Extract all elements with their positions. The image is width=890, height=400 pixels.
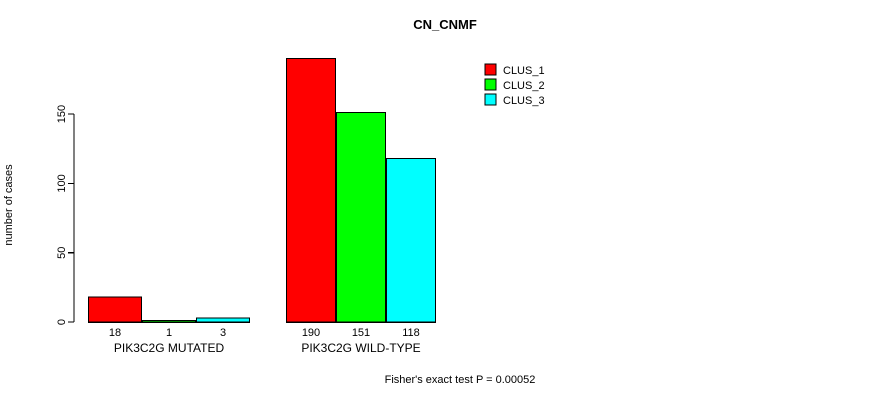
legend-swatch bbox=[484, 93, 497, 106]
bar-value-label: 18 bbox=[109, 327, 121, 339]
bar-value-label: 3 bbox=[220, 327, 226, 339]
bar-value-label: 1 bbox=[166, 327, 172, 339]
bar-clus_1 bbox=[88, 296, 142, 323]
chart-title: CN_CNMF bbox=[413, 17, 477, 32]
group-axis-label: PIK3C2G WILD-TYPE bbox=[301, 341, 420, 355]
bar-clus_1 bbox=[286, 58, 336, 323]
legend-label: CLUS_1 bbox=[503, 65, 545, 77]
group-axis-label: PIK3C2G MUTATED bbox=[114, 341, 225, 355]
bar-clus_3 bbox=[386, 157, 436, 323]
y-axis: 150 100 50 0 bbox=[56, 105, 75, 325]
bar-clus_2 bbox=[142, 320, 196, 323]
bar-value-label: 118 bbox=[402, 327, 420, 339]
y-axis-tick-label: 100 bbox=[56, 174, 68, 192]
y-axis-tick-label: 50 bbox=[56, 247, 68, 259]
bar-groups: 18 1 3 PIK3C2G MUTATED 190 151 118 PIK3C2G WILD… bbox=[88, 58, 436, 355]
bar-value-label: 190 bbox=[302, 327, 320, 339]
bar-value-label: 151 bbox=[352, 327, 370, 339]
legend-label: CLUS_3 bbox=[503, 95, 545, 107]
legend-swatch bbox=[484, 63, 497, 76]
statistic-annotation: Fisher's exact test P = 0.00052 bbox=[385, 374, 536, 386]
y-axis-tick-label: 0 bbox=[56, 319, 68, 325]
y-axis-title: number of cases bbox=[3, 164, 15, 246]
legend-swatch bbox=[484, 78, 497, 91]
bar-clus_2 bbox=[336, 112, 386, 323]
legend-label: CLUS_2 bbox=[503, 80, 545, 92]
y-axis-tick-label: 150 bbox=[56, 105, 68, 123]
bar-clus_3 bbox=[196, 317, 250, 323]
chart-legend: CLUS_1 CLUS_2 CLUS_3 bbox=[484, 63, 545, 107]
